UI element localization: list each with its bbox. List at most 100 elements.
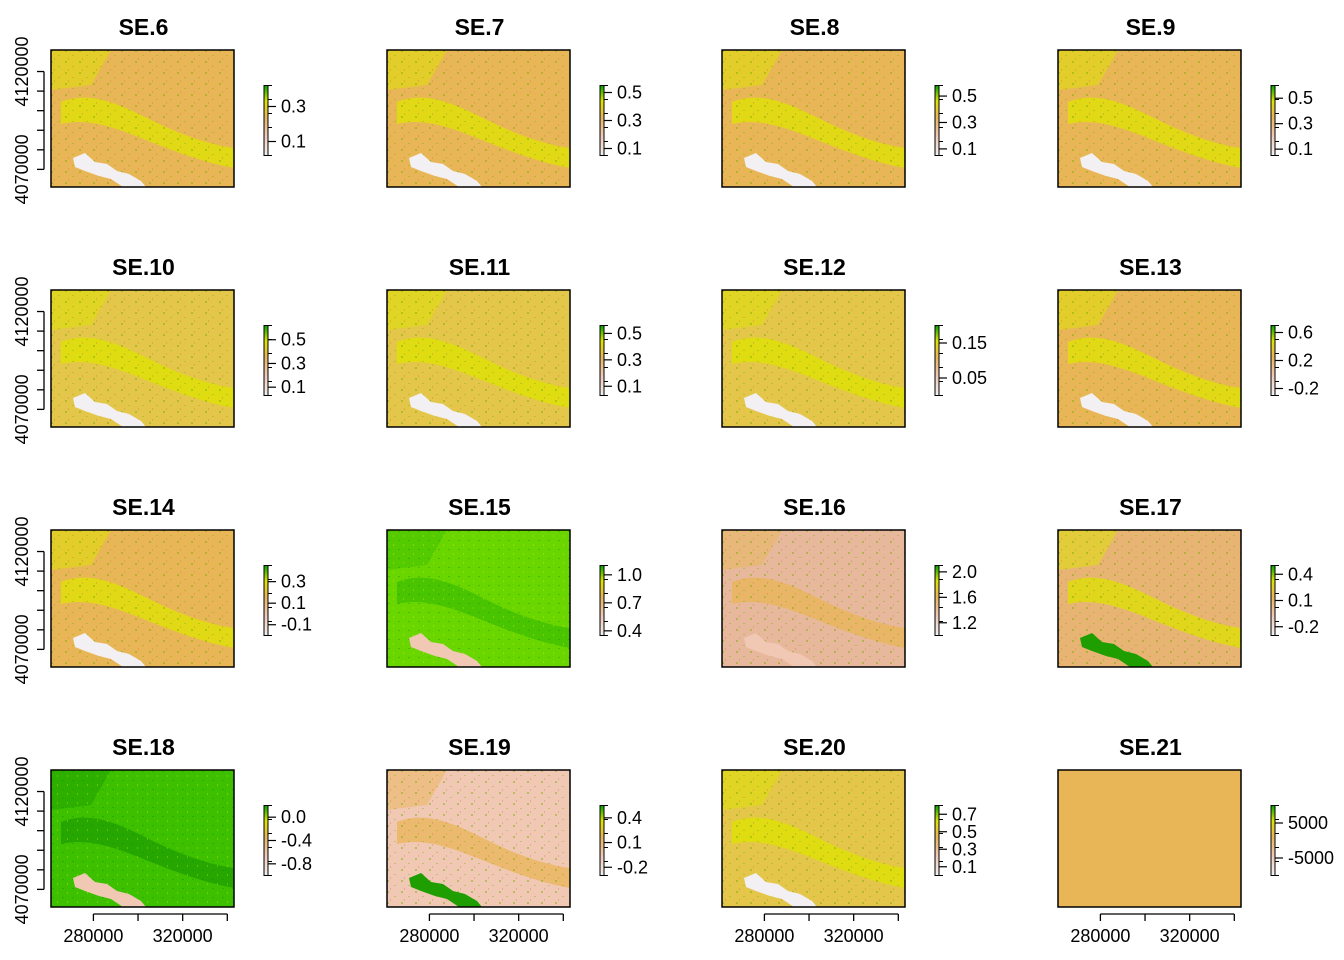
legend-tick-label: 0.5 — [617, 83, 642, 103]
panel-frame — [50, 529, 235, 668]
y-tick-label: 4120000 — [12, 276, 32, 346]
raster-panel: SE.13 -0.2 0.2 0.6 — [1057, 254, 1319, 428]
legend-colorbar — [934, 85, 940, 156]
lake-region — [744, 393, 817, 427]
lake-region — [73, 633, 146, 667]
legend-colorbar — [263, 325, 269, 396]
panel-title: SE.12 — [783, 254, 846, 280]
legend-tick-label: 0.15 — [952, 333, 987, 353]
legend-tick-label: 0.1 — [952, 139, 977, 159]
legend-tick-label: 0.3 — [952, 112, 977, 132]
legend-colorbar — [599, 85, 605, 156]
y-axis: 4070000 4120000 — [12, 276, 45, 444]
lake-region — [409, 393, 482, 427]
panel-title: SE.10 — [112, 254, 175, 280]
lake-region — [409, 873, 482, 907]
legend-tick-label: -0.8 — [281, 854, 312, 874]
legend-colorbar — [599, 325, 605, 396]
lake-region — [409, 633, 482, 667]
panel-frame — [721, 529, 906, 668]
legend-tick-label: -0.1 — [281, 615, 312, 635]
legend: 0.1 0.3 0.5 — [1270, 85, 1313, 159]
legend-tick-label: 1.2 — [952, 613, 977, 633]
legend: 0.10.30.50.7 — [934, 804, 977, 877]
raster-image — [51, 290, 234, 427]
legend: -0.10.10.3 — [263, 565, 312, 636]
raster-image — [387, 290, 570, 427]
panel-frame — [1057, 529, 1242, 668]
legend-tick-label: 0.3 — [952, 839, 977, 859]
raster-panel: SE.15 0.4 0.7 1.0 — [386, 494, 642, 668]
legend-colorbar — [1270, 325, 1276, 396]
legend-colorbar — [263, 565, 269, 636]
lake-region — [744, 633, 817, 667]
raster-panel: SE.19 280000 320000 -0.2 0.1 0.4 — [386, 734, 648, 946]
legend-tick-label: 0.1 — [617, 376, 642, 396]
x-tick-label: 280000 — [63, 926, 123, 946]
x-tick-label: 320000 — [153, 926, 213, 946]
legend-tick-label: 5000 — [1288, 813, 1328, 833]
legend: -0.2 0.2 0.6 — [1270, 323, 1319, 399]
x-axis: 280000 320000 — [399, 913, 564, 946]
legend-tick-label: 0.4 — [1288, 564, 1313, 584]
raster-image — [51, 530, 234, 667]
legend: -0.8 -0.4 0.0 — [263, 805, 312, 876]
legend-colorbar — [1270, 805, 1276, 876]
raster-image — [722, 290, 905, 427]
panel-frame — [1057, 49, 1242, 188]
panel-title: SE.8 — [790, 14, 840, 40]
legend: 1.2 1.6 2.0 — [934, 562, 977, 636]
raster-image — [1058, 530, 1241, 667]
y-tick-label: 4120000 — [12, 516, 32, 586]
legend-tick-label: -0.2 — [617, 857, 648, 877]
raster-panel: SE.21 280000 320000 -5000 5000 — [1057, 734, 1334, 946]
y-axis: 4070000 4120000 — [12, 516, 45, 684]
y-tick-label: 4070000 — [12, 134, 32, 204]
legend-tick-label: 0.1 — [281, 593, 306, 613]
lake-region — [744, 153, 817, 187]
raster-image — [1058, 50, 1241, 187]
panel-frame — [1057, 769, 1242, 908]
raster-image — [387, 770, 570, 907]
legend-tick-label: 0.3 — [281, 353, 306, 373]
raster-panel: SE.11 0.1 0.3 0.5 — [386, 254, 642, 428]
raster-panel: SE.18 4070000 4120000 280000 320000 -0.8 -0.4 0… — [12, 734, 312, 946]
legend-tick-label: -5000 — [1288, 848, 1334, 868]
y-tick-label: 4120000 — [12, 756, 32, 826]
lake-region — [409, 153, 482, 187]
legend-tick-label: 0.1 — [281, 377, 306, 397]
lake-region — [1080, 633, 1153, 667]
x-axis: 280000 320000 — [1070, 913, 1235, 946]
panel-title: SE.15 — [448, 494, 511, 520]
x-tick-label: 280000 — [1070, 926, 1130, 946]
legend-tick-label: 0.1 — [1288, 139, 1313, 159]
raster-image — [722, 530, 905, 667]
legend-tick-label: 0.3 — [281, 97, 306, 117]
panel-frame — [50, 49, 235, 188]
raster-panel: SE.20 280000 320000 0.10.30.50.7 — [721, 734, 977, 946]
legend-colorbar — [263, 805, 269, 876]
panel-title: SE.19 — [448, 734, 511, 760]
x-axis: 280000 320000 — [63, 913, 228, 946]
raster-image — [51, 50, 234, 187]
legend-tick-label: 0.0 — [281, 807, 306, 827]
x-tick-label: 320000 — [489, 926, 549, 946]
legend-tick-label: 0.1 — [617, 833, 642, 853]
legend-tick-label: 1.6 — [952, 587, 977, 607]
panel-title: SE.11 — [449, 254, 511, 280]
legend-tick-label: 2.0 — [952, 562, 977, 582]
legend: 0.1 0.3 0.5 — [263, 325, 306, 397]
raster-image — [722, 770, 905, 907]
raster-image — [722, 50, 905, 187]
panel-title: SE.13 — [1119, 254, 1182, 280]
panel-title: SE.16 — [783, 494, 846, 520]
x-tick-label: 280000 — [399, 926, 459, 946]
panel-title: SE.6 — [119, 14, 169, 40]
lake-region — [73, 153, 146, 187]
legend: 0.1 0.3 — [263, 85, 306, 156]
panel-title: SE.17 — [1119, 494, 1182, 520]
panel-title: SE.21 — [1119, 734, 1182, 760]
legend: -5000 5000 — [1270, 805, 1334, 876]
panel-frame — [386, 529, 571, 668]
